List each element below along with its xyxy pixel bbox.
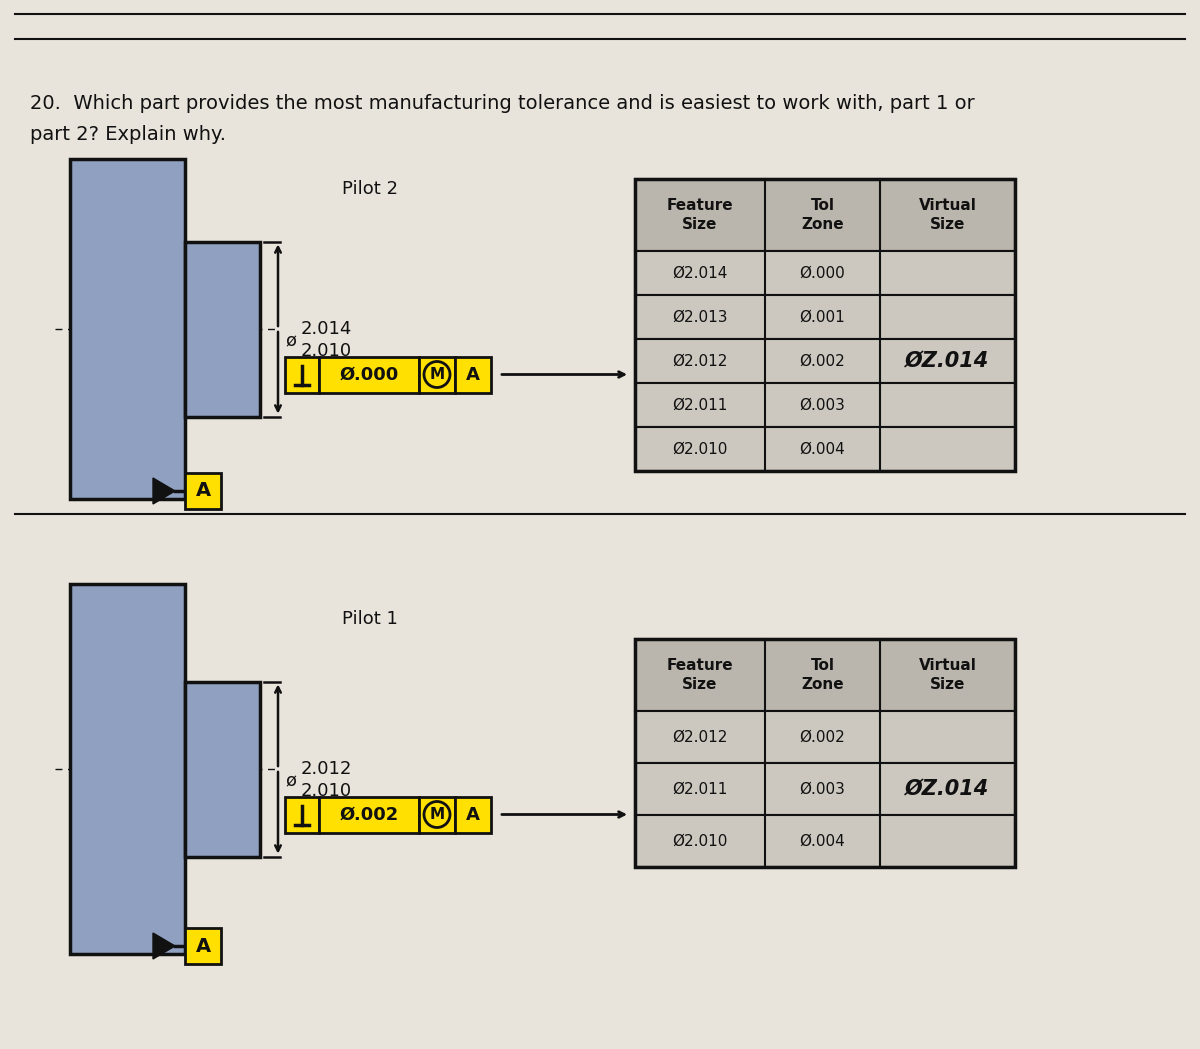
Polygon shape [154, 933, 175, 959]
Bar [319, 357, 419, 392]
Bar [185, 928, 221, 964]
Bar [635, 339, 1015, 383]
Text: Virtual
Size: Virtual Size [918, 198, 977, 232]
Text: ØZ.014: ØZ.014 [905, 351, 990, 371]
Text: A: A [196, 937, 210, 956]
Text: Ø.003: Ø.003 [799, 782, 846, 796]
Bar [635, 815, 1015, 868]
Text: Ø2.012: Ø2.012 [672, 354, 727, 368]
Bar [455, 796, 491, 833]
Text: Ø.000: Ø.000 [340, 365, 398, 384]
Text: Ø2.013: Ø2.013 [672, 309, 727, 324]
Text: M: M [430, 367, 444, 382]
Bar [185, 473, 221, 509]
Bar [185, 241, 260, 416]
Text: Ø.004: Ø.004 [799, 834, 845, 849]
Text: ø: ø [286, 772, 296, 791]
Text: Ø2.010: Ø2.010 [672, 834, 727, 849]
Text: Ø.001: Ø.001 [799, 309, 845, 324]
Bar [635, 179, 1015, 251]
Text: Pilot 1: Pilot 1 [342, 611, 398, 628]
Text: Ø.004: Ø.004 [799, 442, 845, 456]
Bar [286, 796, 319, 833]
Text: Ø2.010: Ø2.010 [672, 442, 727, 456]
Text: Pilot 2: Pilot 2 [342, 180, 398, 198]
Polygon shape [154, 478, 175, 504]
Text: Ø.003: Ø.003 [799, 398, 846, 412]
Text: 2.010: 2.010 [301, 343, 352, 361]
Text: Ø.002: Ø.002 [799, 354, 845, 368]
Bar [635, 763, 1015, 815]
Text: ØZ.014: ØZ.014 [905, 779, 990, 799]
Bar [635, 427, 1015, 471]
Bar [635, 711, 1015, 763]
Text: A: A [466, 806, 480, 823]
Text: Ø2.012: Ø2.012 [672, 729, 727, 745]
Text: Feature
Size: Feature Size [667, 198, 733, 232]
Bar [635, 383, 1015, 427]
Bar [70, 159, 185, 499]
Bar [286, 357, 319, 392]
Text: 20.  Which part provides the most manufacturing tolerance and is easiest to work: 20. Which part provides the most manufac… [30, 94, 974, 144]
Bar [185, 682, 260, 856]
Text: 2.010: 2.010 [301, 783, 352, 800]
Bar [635, 639, 1015, 868]
Text: Ø2.014: Ø2.014 [672, 265, 727, 280]
Bar [455, 357, 491, 392]
Text: Ø2.011: Ø2.011 [672, 398, 727, 412]
Text: 2.014: 2.014 [301, 320, 353, 338]
Bar [419, 357, 455, 392]
Bar [635, 179, 1015, 471]
Bar [635, 639, 1015, 711]
Bar [419, 796, 455, 833]
Bar [635, 295, 1015, 339]
Text: M: M [430, 807, 444, 822]
Text: Ø2.011: Ø2.011 [672, 782, 727, 796]
Text: Ø.000: Ø.000 [799, 265, 845, 280]
Text: Ø.002: Ø.002 [340, 806, 398, 823]
Text: Tol
Zone: Tol Zone [802, 658, 844, 691]
Bar [635, 251, 1015, 295]
Text: Tol
Zone: Tol Zone [802, 198, 844, 232]
Text: A: A [196, 481, 210, 500]
Text: Virtual
Size: Virtual Size [918, 658, 977, 691]
Bar [70, 584, 185, 954]
Bar [319, 796, 419, 833]
Text: ø: ø [286, 333, 296, 350]
Text: Ø.002: Ø.002 [799, 729, 845, 745]
Text: A: A [466, 365, 480, 384]
Text: Feature
Size: Feature Size [667, 658, 733, 691]
Text: 2.012: 2.012 [301, 759, 353, 777]
